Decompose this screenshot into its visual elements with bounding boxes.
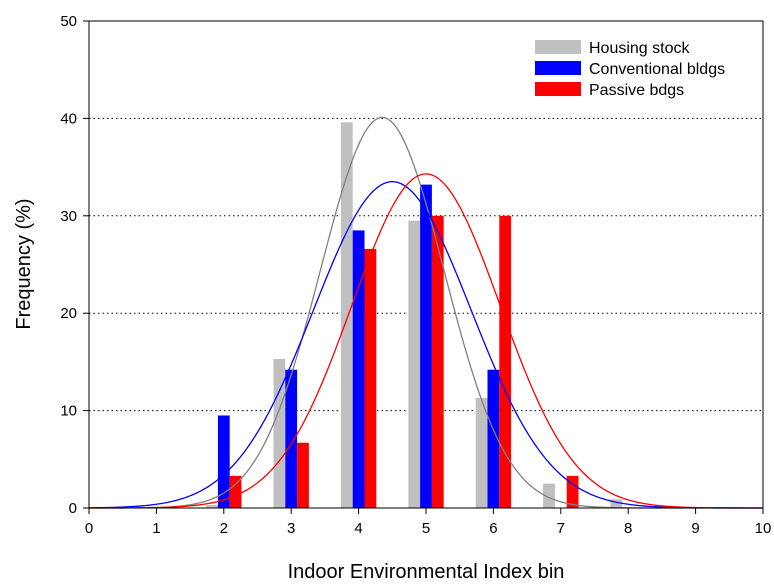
x-axis: 0 1 2 3 4 5 6 7 8 9 10 bbox=[85, 508, 772, 537]
y-tick-label: 0 bbox=[69, 500, 77, 517]
bar-passive-bdgs bbox=[364, 248, 377, 508]
bar-passive-bdgs bbox=[297, 442, 309, 508]
y-axis-title: Frequency (%) bbox=[13, 198, 35, 329]
x-tick-label: 7 bbox=[557, 520, 565, 537]
bar-passive-bdgs bbox=[499, 215, 512, 509]
x-tick-label: 8 bbox=[624, 520, 632, 537]
x-tick-label: 0 bbox=[85, 520, 93, 537]
bar-passive-bdgs bbox=[229, 475, 242, 508]
x-axis-title: Indoor Environmental Index bin bbox=[288, 561, 565, 583]
legend-label: Conventional bldgs bbox=[589, 61, 725, 78]
y-tick-label: 30 bbox=[60, 208, 77, 225]
bar-passive-bdgs bbox=[431, 215, 444, 509]
y-axis: 0 10 20 30 40 50 bbox=[60, 13, 89, 517]
x-tick-label: 5 bbox=[422, 520, 430, 537]
bar-housing-stock bbox=[543, 483, 555, 508]
legend-swatch bbox=[535, 82, 581, 96]
x-tick-label: 10 bbox=[755, 520, 772, 537]
fit-curve-passive-bdgs bbox=[89, 173, 763, 509]
x-tick-label: 3 bbox=[287, 520, 295, 537]
legend-swatch bbox=[535, 61, 581, 75]
bar-housing-stock bbox=[408, 220, 421, 509]
bar-housing-stock bbox=[206, 505, 218, 508]
fit-curve-conventional-bldgs bbox=[88, 181, 763, 509]
y-tick-label: 10 bbox=[60, 403, 77, 420]
y-tick-label: 20 bbox=[60, 305, 77, 322]
bar-housing-stock bbox=[610, 499, 623, 508]
x-tick-label: 9 bbox=[691, 520, 699, 537]
y-tick-label: 50 bbox=[60, 13, 77, 30]
bar-conventional-bldgs bbox=[217, 415, 230, 508]
legend: Housing stock Conventional bldgs Passive b… bbox=[535, 40, 725, 99]
bar-conventional-bldgs bbox=[420, 184, 432, 508]
bar-housing-stock bbox=[340, 122, 353, 509]
y-tick-label: 40 bbox=[60, 110, 77, 127]
bar-housing-stock bbox=[475, 397, 488, 508]
bar-conventional-bldgs bbox=[285, 369, 298, 508]
x-tick-label: 6 bbox=[489, 520, 497, 537]
legend-swatch bbox=[535, 40, 581, 54]
bar-passive-bdgs bbox=[566, 475, 579, 508]
x-tick-label: 1 bbox=[152, 520, 160, 537]
legend-label: Passive bdgs bbox=[589, 82, 684, 99]
bar-housing-stock bbox=[273, 358, 286, 508]
x-tick-label: 4 bbox=[354, 520, 362, 537]
bar-conventional-bldgs bbox=[487, 369, 500, 508]
legend-label: Housing stock bbox=[589, 40, 690, 57]
bars bbox=[206, 122, 623, 509]
bar-conventional-bldgs bbox=[352, 230, 365, 508]
x-tick-label: 2 bbox=[220, 520, 228, 537]
